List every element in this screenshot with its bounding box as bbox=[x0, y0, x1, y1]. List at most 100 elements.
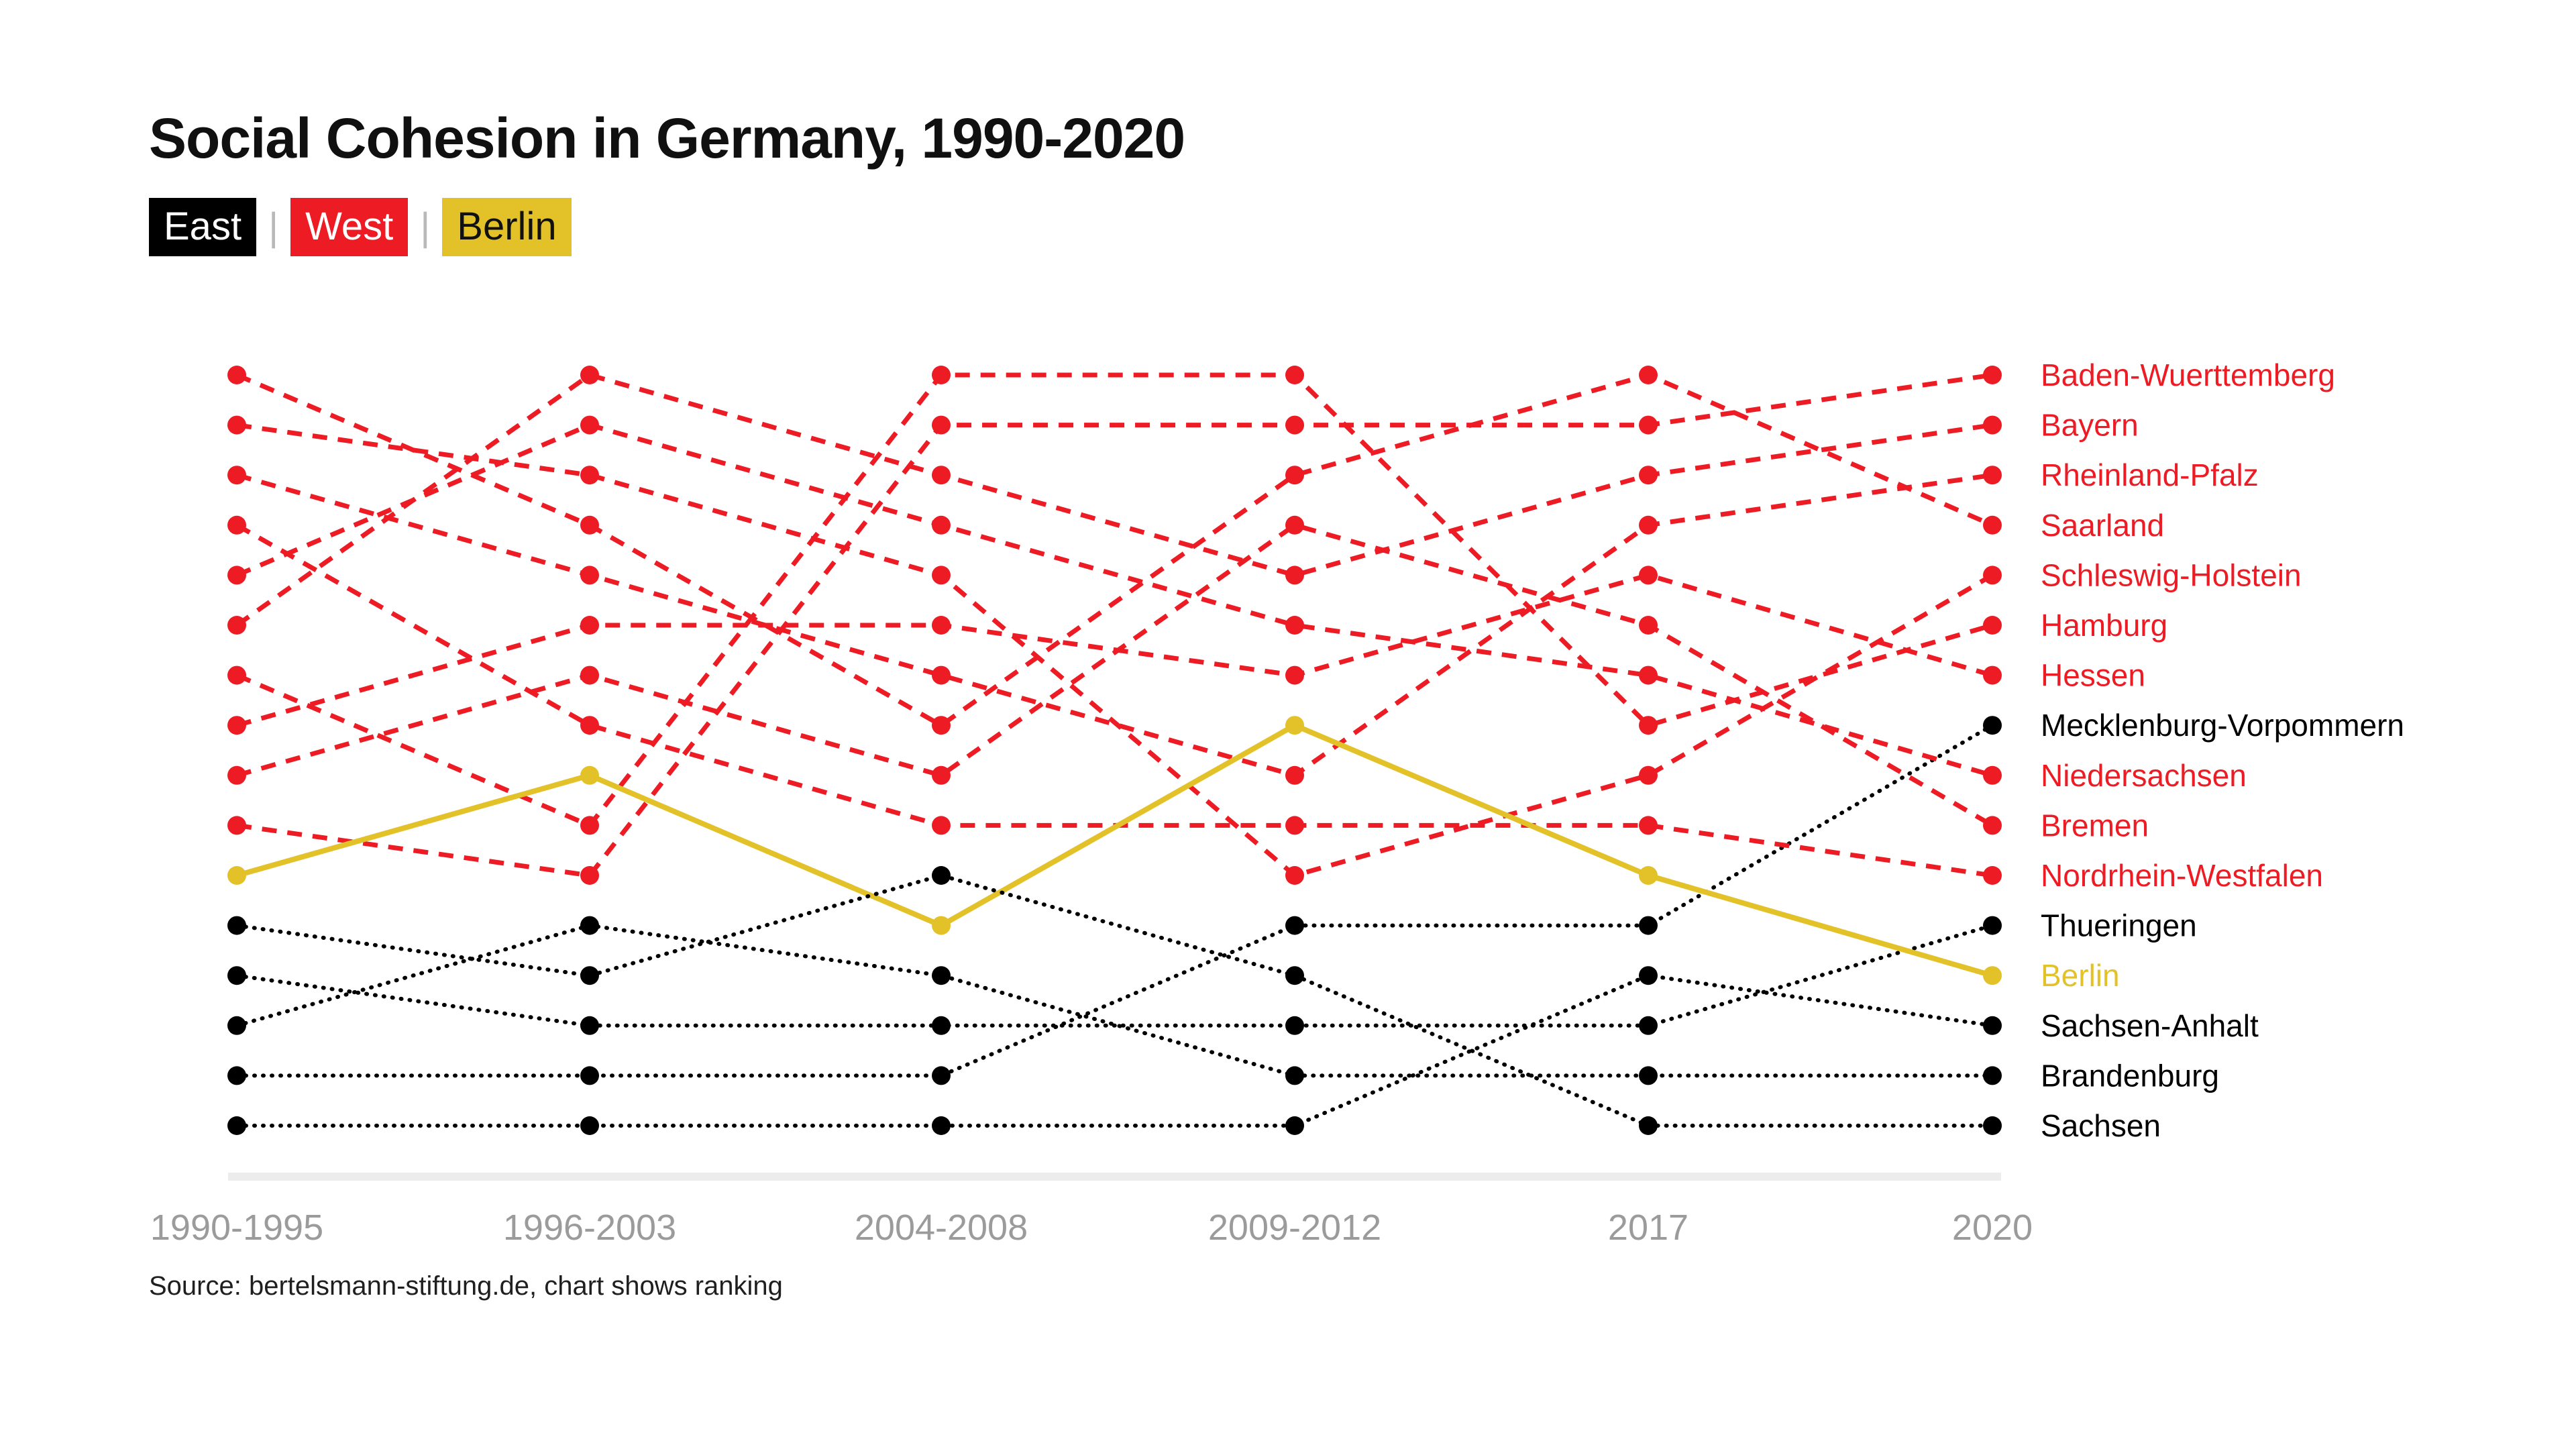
data-point bbox=[1285, 716, 1304, 735]
state-line bbox=[235, 372, 1993, 828]
data-point bbox=[1639, 916, 1658, 935]
data-point bbox=[1285, 1116, 1304, 1135]
data-point bbox=[1285, 616, 1304, 635]
data-point bbox=[932, 816, 951, 835]
data-point bbox=[1285, 866, 1304, 885]
data-point bbox=[227, 916, 246, 935]
legend-separator: | bbox=[268, 205, 279, 249]
legend-chip-west: West bbox=[290, 198, 409, 256]
data-point bbox=[580, 966, 599, 985]
data-point bbox=[1983, 415, 2002, 435]
data-point bbox=[1285, 816, 1304, 835]
page-title: Social Cohesion in Germany, 1990-2020 bbox=[149, 107, 1185, 170]
state-label: Berlin bbox=[2041, 958, 2120, 993]
data-point bbox=[932, 765, 951, 785]
data-point bbox=[1639, 1066, 1658, 1085]
data-point bbox=[1285, 366, 1304, 384]
data-point bbox=[580, 1066, 599, 1085]
data-point bbox=[1983, 1016, 2002, 1035]
data-point bbox=[1639, 466, 1658, 485]
data-point bbox=[1285, 765, 1304, 785]
data-point bbox=[1639, 415, 1658, 435]
state-label: Hamburg bbox=[2041, 608, 2167, 643]
data-point bbox=[932, 515, 951, 535]
data-point bbox=[932, 616, 951, 635]
state-label: Sachsen-Anhalt bbox=[2041, 1008, 2259, 1043]
data-point bbox=[227, 966, 246, 985]
data-point bbox=[1983, 515, 2002, 535]
data-point bbox=[932, 1116, 951, 1135]
x-axis-label: 2009-2012 bbox=[1208, 1208, 1381, 1248]
state-line bbox=[235, 722, 1994, 979]
data-point bbox=[1639, 716, 1658, 735]
data-point bbox=[1983, 1116, 2002, 1135]
data-point bbox=[1983, 1066, 2002, 1085]
data-point bbox=[1639, 1116, 1658, 1135]
legend: East | West | Berlin bbox=[149, 198, 572, 256]
x-axis-label: 2004-2008 bbox=[855, 1208, 1028, 1248]
data-point bbox=[1285, 966, 1304, 985]
x-axis-label: 2017 bbox=[1608, 1208, 1688, 1248]
data-point bbox=[1983, 916, 2002, 935]
data-point bbox=[1639, 816, 1658, 835]
data-point bbox=[227, 366, 246, 384]
data-point bbox=[1983, 665, 2002, 685]
state-line bbox=[236, 522, 1994, 828]
data-point bbox=[932, 1066, 951, 1085]
x-axis-baseline bbox=[228, 1173, 2001, 1181]
state-label: Bremen bbox=[2041, 808, 2149, 843]
data-point bbox=[580, 616, 599, 635]
data-point bbox=[1983, 466, 2002, 485]
data-point bbox=[1285, 916, 1304, 935]
state-line bbox=[235, 923, 1994, 1028]
data-point bbox=[580, 1116, 599, 1135]
state-label: Hessen bbox=[2041, 658, 2145, 693]
data-point bbox=[1983, 616, 2002, 635]
state-label: Mecklenburg-Vorpommern bbox=[2041, 708, 2404, 743]
data-point bbox=[227, 665, 246, 685]
data-point bbox=[227, 566, 246, 585]
data-point bbox=[932, 366, 951, 384]
state-label: Sachsen bbox=[2041, 1108, 2161, 1143]
state-line bbox=[235, 372, 1993, 627]
data-point bbox=[580, 466, 599, 485]
legend-chip-berlin: Berlin bbox=[442, 198, 572, 256]
data-point bbox=[1639, 665, 1658, 685]
data-point bbox=[1983, 816, 2002, 835]
data-point bbox=[1983, 366, 2002, 384]
data-point bbox=[580, 716, 599, 735]
data-point bbox=[1983, 866, 2002, 885]
data-point bbox=[580, 366, 599, 384]
data-point bbox=[932, 665, 951, 685]
state-line bbox=[235, 422, 1993, 778]
data-point bbox=[227, 866, 246, 885]
state-label: Schleswig-Holstein bbox=[2041, 557, 2302, 592]
data-point bbox=[580, 515, 599, 535]
data-point bbox=[1285, 1066, 1304, 1085]
data-point bbox=[932, 1016, 951, 1035]
state-line bbox=[236, 372, 1993, 878]
state-label: Rheinland-Pfalz bbox=[2041, 458, 2259, 492]
data-point bbox=[1285, 566, 1304, 585]
data-point bbox=[1639, 966, 1658, 985]
state-label: Baden-Wuerttemberg bbox=[2041, 358, 2335, 392]
state-line bbox=[236, 472, 1993, 778]
state-label: Brandenburg bbox=[2041, 1058, 2219, 1093]
data-point bbox=[1285, 415, 1304, 435]
data-point bbox=[227, 616, 246, 635]
data-point bbox=[932, 916, 951, 935]
data-point bbox=[227, 716, 246, 735]
data-point bbox=[227, 1016, 246, 1035]
data-point bbox=[932, 466, 951, 485]
data-point bbox=[227, 466, 246, 485]
x-axis-label: 1996-2003 bbox=[503, 1208, 676, 1248]
data-point bbox=[1983, 966, 2002, 985]
data-point bbox=[1983, 765, 2002, 785]
legend-separator: | bbox=[420, 205, 431, 249]
data-point bbox=[580, 415, 599, 435]
data-point bbox=[1285, 466, 1304, 485]
data-point bbox=[227, 765, 246, 785]
state-label: Thueringen bbox=[2041, 908, 2197, 943]
